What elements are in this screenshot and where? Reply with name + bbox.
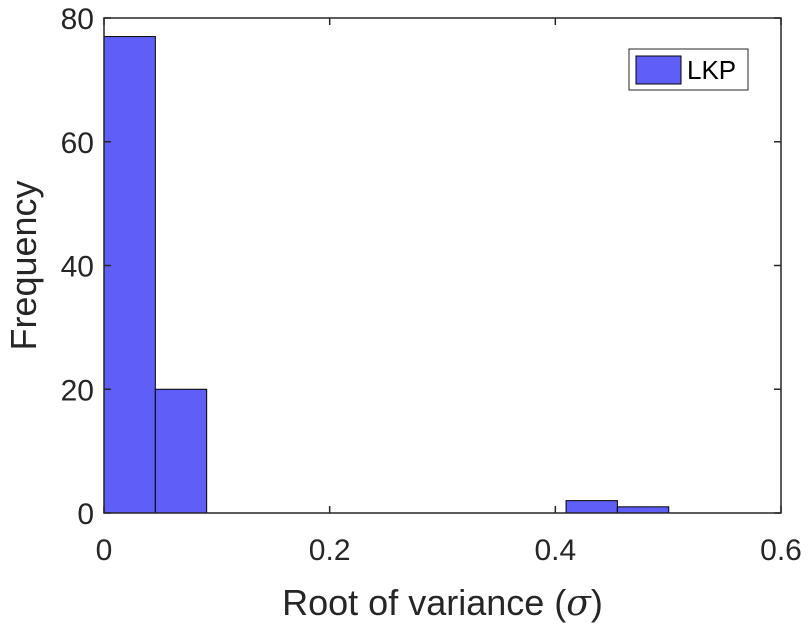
histogram-bar [103,36,156,514]
y-tick-label: 60 [61,127,94,160]
x-tick-label: 0 [96,534,113,567]
y-tick-label: 40 [61,251,94,284]
tick-labels-group: 0 0.2 0.4 0.6 0 20 40 60 80 [61,3,802,567]
x-tick-label: 0.2 [309,534,351,567]
histogram-bar [565,500,618,514]
plot-area [104,18,781,513]
ticks-group [103,17,782,514]
y-tick-label: 0 [77,498,94,531]
legend: LKP [628,48,749,91]
y-axis-title: Frequency [3,180,44,350]
histogram-bar [154,388,208,514]
histogram-bar [616,506,670,514]
legend-label: LKP [687,55,736,85]
legend-swatch [635,55,682,85]
bars-group [103,36,670,514]
y-tick-label: 20 [61,374,94,407]
x-tick-label: 0.4 [534,534,576,567]
x-axis-title: Root of variance (σ) [282,582,603,624]
y-tick-label: 80 [61,3,94,36]
x-tick-label: 0.6 [760,534,802,567]
